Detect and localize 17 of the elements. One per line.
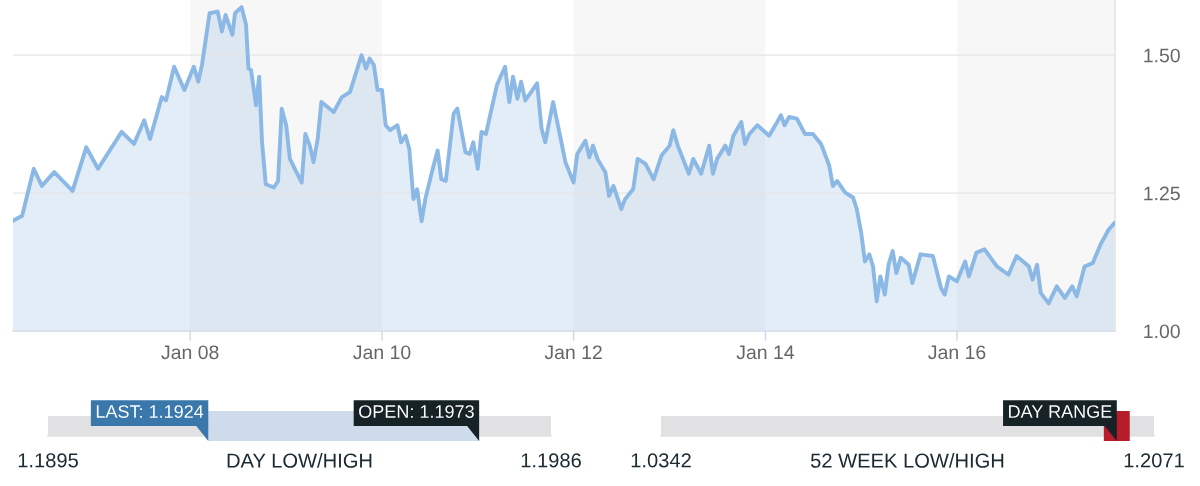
- x-tick-label: Jan 14: [736, 345, 795, 360]
- y-tick-label: 1.50: [1144, 48, 1180, 63]
- annotation: LAST: 1.1924: [96, 405, 204, 418]
- x-tick-label: 1.0342: [631, 453, 691, 468]
- x-tick-label: 1.1986: [521, 453, 581, 468]
- annotation: OPEN: 1.1973: [359, 405, 474, 418]
- x-tick-label: 1.2071: [1124, 453, 1184, 468]
- x-tick-label: 1.1895: [18, 453, 78, 468]
- annotation: DAY RANGE: [1009, 405, 1112, 418]
- x-tick-label: Jan 08: [161, 345, 219, 360]
- x-tick-label: Jan 12: [544, 345, 602, 360]
- x-axis-title: 52 WEEK LOW/HIGH: [810, 453, 1004, 468]
- y-tick-label: 1.00: [1144, 324, 1180, 339]
- x-axis-title: DAY LOW/HIGH: [227, 453, 372, 468]
- x-tick-label: Jan 16: [928, 345, 986, 360]
- x-tick-label: Jan 10: [353, 345, 411, 360]
- y-tick-label: 1.25: [1144, 186, 1180, 201]
